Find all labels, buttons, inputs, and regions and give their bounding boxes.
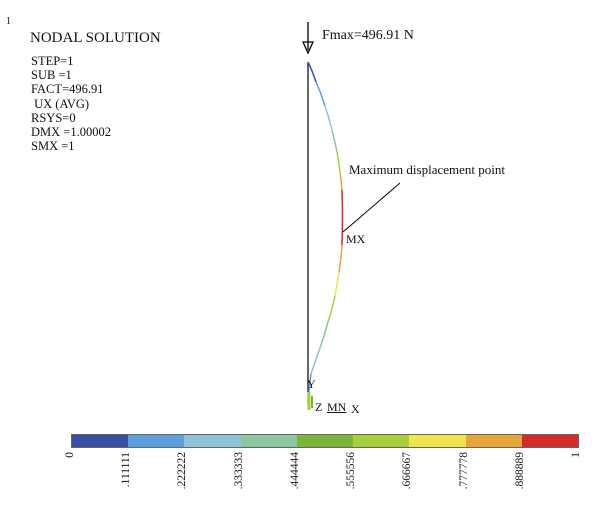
solution-parameters: STEP=1 SUB =1 FACT=496.91 UX (AVG) RSYS=… [31, 54, 111, 153]
axis-z-label: Z [315, 400, 323, 414]
param-result: UX (AVG) [31, 96, 90, 111]
legend-tick-label: .222222 [176, 452, 189, 490]
deformed-segment [310, 347, 321, 375]
deformed-segment [324, 105, 333, 131]
legend-tick-label: .444444 [288, 452, 301, 490]
legend-tick-label: 0 [64, 452, 76, 458]
max-displacement-label: Maximum displacement point [349, 162, 505, 177]
legend-tick-label: 1 [570, 452, 582, 458]
deformed-segment [338, 244, 343, 273]
legend-tick-label: .111111 [120, 452, 133, 488]
leader-line [342, 182, 401, 233]
legend-swatch [409, 435, 466, 447]
deformed-shape [307, 61, 344, 405]
deformed-segment [319, 321, 329, 349]
legend-swatch [521, 435, 578, 447]
deformed-segment [315, 81, 326, 107]
legend-swatch [72, 435, 129, 447]
deformed-segment [331, 129, 338, 153]
deformed-segment [339, 171, 343, 191]
solution-title: NODAL SOLUTION [30, 30, 161, 46]
axis-y-label: Y [307, 377, 316, 391]
param-dmx: DMX =1.00002 [31, 125, 111, 140]
axis-x-label: X [351, 402, 360, 416]
legend-swatch [240, 435, 297, 447]
param-smx: SMX =1 [31, 139, 75, 154]
param-step: STEP=1 [31, 54, 74, 68]
deformed-segment [336, 151, 341, 173]
deformed-segment [334, 271, 340, 297]
deformed-segment [341, 189, 344, 246]
param-fact: FACT=496.91 [31, 82, 104, 97]
color-legend-bar [71, 434, 579, 448]
legend-tick-label: .666667 [401, 452, 414, 490]
window-number: 1 [6, 16, 11, 27]
legend-swatch [353, 435, 410, 447]
deformed-segment [307, 61, 317, 83]
param-rsys: RSYS=0 [31, 110, 76, 125]
legend-tick-label: .333333 [232, 452, 245, 490]
param-sub: SUB =1 [31, 68, 72, 83]
mn-label: MN [327, 400, 347, 414]
force-arrow-head [301, 41, 315, 55]
deformed-segment [327, 295, 336, 323]
legend-tick-label: .777778 [457, 452, 470, 490]
legend-tick-label: .555556 [345, 452, 358, 490]
legend-tick-label: .888889 [513, 452, 526, 490]
legend-swatch [128, 435, 185, 447]
force-label: Fmax=496.91 N [322, 28, 414, 43]
legend-swatch [296, 435, 354, 447]
legend-swatch [184, 435, 241, 447]
mx-label: MX [346, 232, 366, 246]
legend-swatch [465, 435, 522, 447]
